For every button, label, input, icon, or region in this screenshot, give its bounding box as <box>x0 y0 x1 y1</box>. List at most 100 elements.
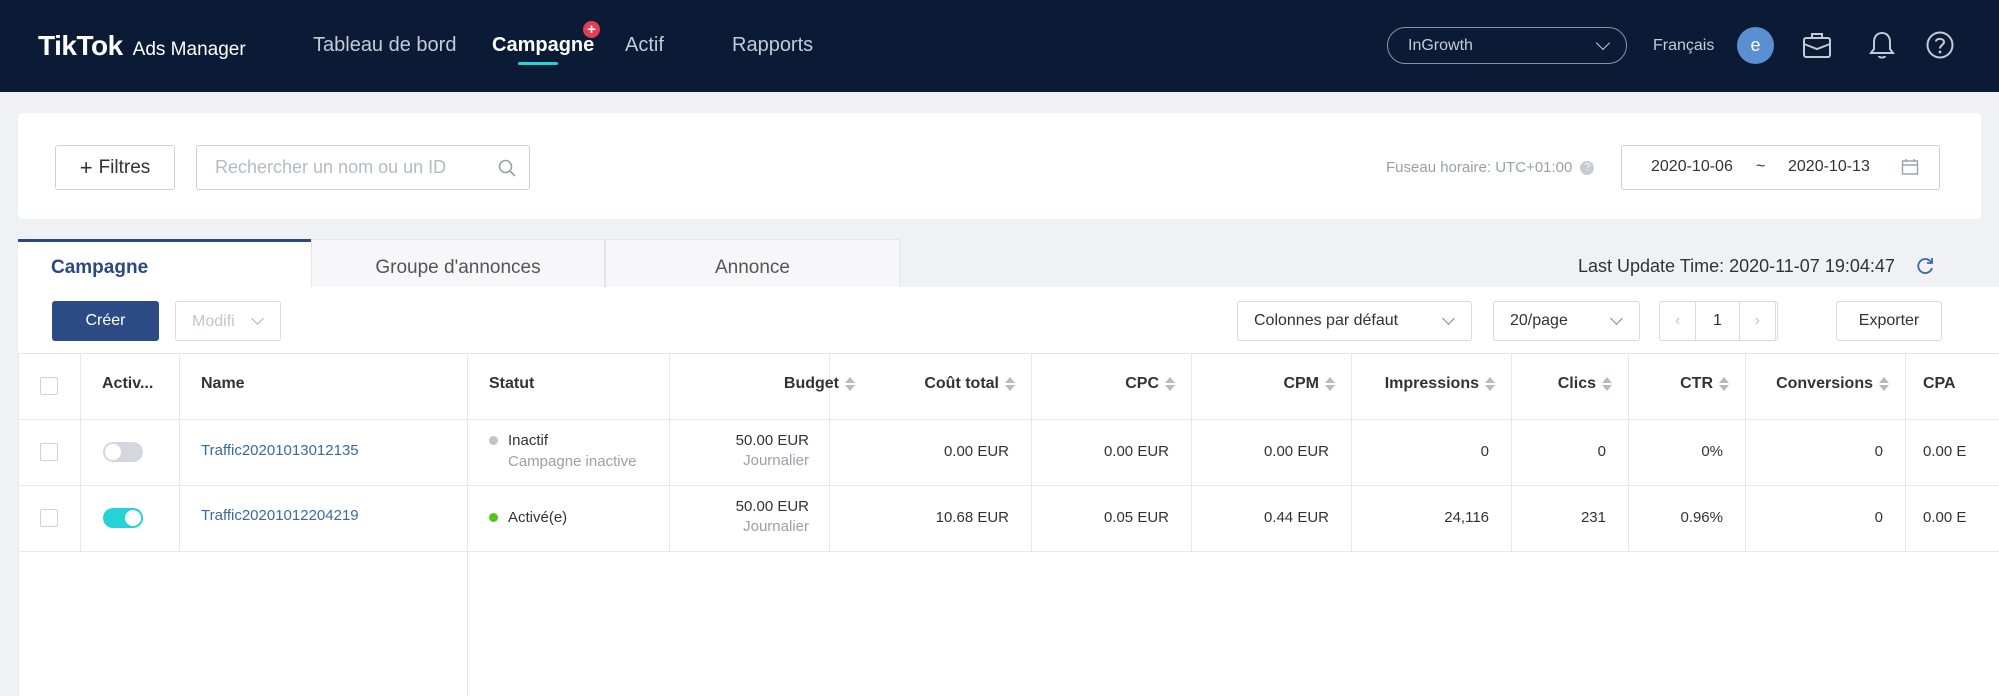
budget-cell: 50.00 EUR Journalier <box>669 432 809 469</box>
budget-type: Journalier <box>743 452 809 469</box>
refresh-icon[interactable] <box>1914 255 1936 282</box>
header-conversions-label: Conversions <box>1776 375 1873 392</box>
modify-dropdown[interactable]: Modifi <box>175 301 281 341</box>
page-number: 1 <box>1713 312 1722 329</box>
col-divider <box>1905 353 1906 551</box>
header-status[interactable]: Statut <box>489 375 535 392</box>
chevron-down-icon <box>1610 312 1623 325</box>
budget-type: Journalier <box>743 518 809 535</box>
header-active[interactable]: Activ... <box>102 375 154 392</box>
prev-page-icon[interactable]: ‹ <box>1660 302 1697 340</box>
pager-next-box <box>1737 301 1778 341</box>
header-budget-label: Budget <box>783 375 839 392</box>
chevron-down-icon <box>1595 35 1611 51</box>
header-cpc[interactable]: CPC <box>1031 375 1175 393</box>
status-toggle[interactable] <box>103 442 143 462</box>
status-cell: Activé(e) <box>489 509 567 526</box>
question-icon[interactable]: ? <box>1580 160 1595 175</box>
filters-button[interactable]: + Filtres <box>55 145 175 190</box>
status-toggle[interactable] <box>103 508 143 528</box>
header-cpm[interactable]: CPM <box>1191 375 1335 393</box>
help-icon[interactable] <box>1920 25 1960 65</box>
row-checkbox[interactable] <box>40 509 58 527</box>
export-button[interactable]: Exporter <box>1836 301 1942 341</box>
tab-groupe-annonces[interactable]: Groupe d'annonces <box>311 239 605 287</box>
select-all-checkbox[interactable] <box>40 377 58 395</box>
nav-actif[interactable]: Actif <box>625 34 664 56</box>
logo[interactable]: TikTok Ads Manager <box>38 30 246 62</box>
header-ctr[interactable]: CTR <box>1628 375 1729 393</box>
tab-annonce[interactable]: Annonce <box>605 239 900 287</box>
account-selector[interactable]: InGrowth <box>1387 27 1627 64</box>
language-selector[interactable]: Français <box>1653 37 1715 54</box>
campagne-plus-badge[interactable]: + <box>583 21 600 38</box>
plus-icon: + <box>79 154 93 180</box>
date-range-picker[interactable]: 2020-10-06 ~ 2020-10-13 <box>1621 145 1940 190</box>
tab-campagne[interactable]: Campagne <box>18 239 311 287</box>
bell-icon[interactable] <box>1862 25 1902 65</box>
status-dot <box>489 435 498 445</box>
cpm-cell: 0.44 EUR <box>1263 509 1329 526</box>
avatar[interactable]: e <box>1737 27 1774 64</box>
chevron-down-icon <box>251 312 264 325</box>
sort-icon[interactable] <box>1485 376 1495 391</box>
chevron-down-icon <box>1442 312 1455 325</box>
col-divider <box>1511 353 1512 551</box>
briefcase-icon[interactable] <box>1797 25 1837 65</box>
page-size-dropdown[interactable]: 20/page <box>1493 301 1640 341</box>
campaign-panel: Créer Modifi Colonnes par défaut 20/page… <box>18 287 1999 696</box>
header-clicks-label: Clics <box>1557 375 1596 392</box>
pagination: ‹ 1 › <box>1659 301 1776 341</box>
filters-label: Filtres <box>98 156 151 178</box>
cpc-cell: 0.05 EUR <box>1103 509 1169 526</box>
date-end: 2020-10-13 <box>1788 158 1870 175</box>
columns-dropdown[interactable]: Colonnes par défaut <box>1237 301 1472 341</box>
table-border-top <box>18 353 1999 354</box>
date-start: 2020-10-06 <box>1651 158 1733 175</box>
header-budget[interactable]: Budget <box>669 375 855 393</box>
sort-icon[interactable] <box>1602 376 1612 391</box>
sort-icon[interactable] <box>845 376 855 391</box>
cpa-cell: 0.00 E <box>1923 443 1967 460</box>
header-impressions[interactable]: Impressions <box>1351 375 1495 393</box>
create-button[interactable]: Créer <box>52 301 159 341</box>
filter-bar: + Filtres Rechercher un nom ou un ID Fus… <box>18 113 1981 219</box>
nav-active-indicator <box>518 62 558 65</box>
status-text: Activé(e) <box>508 509 568 526</box>
header-name[interactable]: Name <box>201 375 245 392</box>
header-cost-label: Coût total <box>924 375 999 392</box>
header-cpm-label: CPM <box>1283 375 1319 392</box>
logo-brand: TikTok <box>38 30 123 61</box>
campaign-name-link[interactable]: Traffic20201013012135 <box>201 442 359 459</box>
status-cell: Inactif Campagne inactive <box>489 432 636 470</box>
col-divider <box>467 353 468 696</box>
nav-rapports[interactable]: Rapports <box>732 34 814 56</box>
table-header-border <box>18 419 1999 420</box>
sort-icon[interactable] <box>1325 376 1335 391</box>
header-clicks[interactable]: Clics <box>1511 375 1612 393</box>
impressions-cell: 24,116 <box>1444 509 1489 526</box>
row-checkbox[interactable] <box>40 443 58 461</box>
nav-campagne[interactable]: Campagne <box>492 34 595 56</box>
page-number-select[interactable]: 1 <box>1696 302 1738 340</box>
nav-tableau-de-bord[interactable]: Tableau de bord <box>313 34 457 56</box>
top-navbar: TikTok Ads Manager Tableau de bord Campa… <box>0 0 1999 92</box>
campaign-name-link[interactable]: Traffic20201012204219 <box>201 507 359 524</box>
search-input[interactable]: Rechercher un nom ou un ID <box>196 145 530 190</box>
sort-icon[interactable] <box>1165 376 1175 391</box>
sort-icon[interactable] <box>1879 376 1889 391</box>
cpc-cell: 0.00 EUR <box>1103 443 1169 460</box>
header-conversions[interactable]: Conversions <box>1745 375 1889 393</box>
header-cost[interactable]: Coût total <box>829 375 1015 393</box>
last-update-time: Last Update Time: 2020-11-07 19:04:47 <box>1578 256 1895 276</box>
sort-icon[interactable] <box>1719 376 1729 391</box>
header-ctr-label: CTR <box>1680 375 1713 392</box>
col-divider <box>1628 353 1629 551</box>
search-icon[interactable] <box>497 158 517 183</box>
sort-icon[interactable] <box>1005 376 1015 391</box>
cost-cell: 10.68 EUR <box>935 509 1009 526</box>
clicks-cell: 231 <box>1580 509 1606 526</box>
next-page-icon[interactable]: › <box>1738 302 1775 340</box>
header-cpa[interactable]: CPA <box>1923 375 1956 392</box>
col-divider <box>1191 353 1192 551</box>
